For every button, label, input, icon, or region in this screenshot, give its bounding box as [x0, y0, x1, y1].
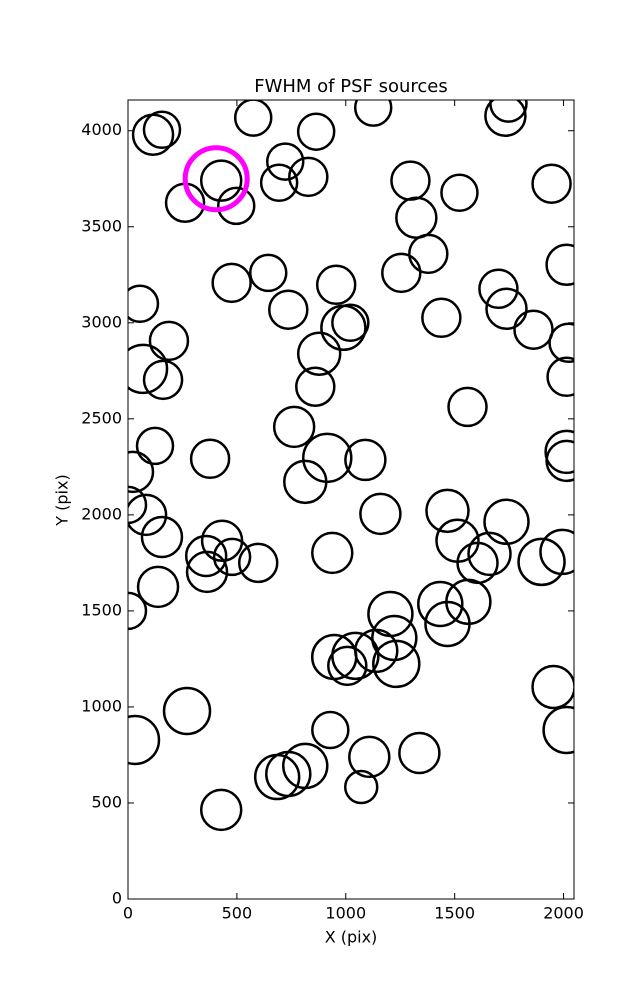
source-circle: [182, 145, 250, 213]
source-circle: [315, 264, 357, 306]
source-circle: [320, 304, 367, 352]
source-circle: [142, 110, 182, 150]
source-circle: [272, 405, 316, 449]
source-circle: [296, 331, 342, 376]
source-circle: [135, 426, 175, 466]
y-tick-label: 4000: [81, 120, 122, 139]
source-circle: [478, 268, 519, 310]
source-circle: [216, 186, 256, 226]
source-circle: [128, 485, 148, 525]
source-circle: [353, 100, 393, 127]
chart-title: FWHM of PSF sources: [254, 76, 448, 97]
source-circle: [128, 343, 169, 395]
source-circle: [344, 438, 387, 482]
source-circle: [348, 735, 391, 779]
source-circle: [531, 664, 574, 710]
source-circle: [199, 159, 243, 202]
y-tick-label: 2500: [81, 408, 122, 427]
source-circle: [199, 788, 243, 832]
source-circle: [548, 322, 574, 364]
source-circle: [483, 498, 530, 546]
source-circle: [484, 100, 527, 137]
source-circle: [185, 550, 229, 594]
source-circle: [128, 493, 168, 537]
source-circle: [513, 309, 554, 350]
source-circle: [302, 432, 353, 484]
x-tick-label: 1500: [434, 904, 475, 923]
source-circle: [517, 537, 566, 587]
x-axis-label: X (pix): [325, 928, 378, 947]
source-circle: [310, 633, 358, 681]
source-circle: [288, 156, 329, 198]
source-circle: [128, 714, 161, 766]
source-circle: [296, 112, 336, 151]
source-circle: [398, 731, 441, 775]
source-circle: [311, 710, 350, 750]
x-tick-label: 1000: [325, 904, 366, 923]
source-circle: [140, 515, 184, 559]
source-circle: [136, 565, 180, 609]
source-circle: [233, 100, 273, 137]
x-tick-label: 0: [123, 904, 133, 923]
source-circle: [131, 113, 175, 157]
source-circle: [128, 450, 155, 494]
y-axis-label: Y (pix): [53, 474, 72, 526]
source-circle: [331, 303, 370, 343]
source-circle: [148, 320, 190, 362]
plot-area: [128, 100, 574, 832]
y-tick-label: 3000: [81, 312, 122, 331]
source-circle: [327, 645, 368, 687]
source-circle: [282, 742, 329, 790]
source-circle: [485, 287, 528, 331]
source-circle: [381, 252, 422, 294]
y-tick-label: 1000: [81, 696, 122, 715]
y-tick-label: 0: [112, 889, 122, 908]
source-circle: [295, 366, 336, 408]
y-tick-label: 1500: [81, 600, 122, 619]
source-circle: [531, 163, 572, 204]
source-circle: [539, 528, 574, 576]
source-circle: [128, 284, 160, 324]
source-circle: [265, 142, 305, 181]
source-circle: [467, 531, 512, 577]
source-circle: [545, 243, 574, 287]
source-circle: [259, 163, 299, 203]
plot-frame: [127, 99, 575, 900]
source-circle: [211, 262, 252, 304]
source-circle: [390, 160, 431, 201]
x-tick-label: 500: [222, 904, 253, 923]
source-circle: [142, 359, 184, 401]
y-tick-label: 500: [91, 792, 122, 811]
source-circle: [408, 233, 449, 275]
source-circle: [311, 531, 354, 575]
source-circle: [343, 769, 379, 805]
source-circle: [212, 537, 252, 577]
y-tick-label: 2000: [81, 504, 122, 523]
source-circle: [372, 639, 421, 689]
source-circle: [162, 686, 212, 736]
source-circle: [417, 580, 464, 628]
y-tick-label: 3500: [81, 216, 122, 235]
x-tick-label: 2000: [543, 904, 584, 923]
source-circle: [545, 439, 574, 483]
source-circle: [359, 492, 402, 536]
source-circle: [440, 173, 479, 213]
source-circle: [395, 196, 438, 239]
source-circle: [237, 542, 279, 584]
source-circle: [253, 753, 301, 801]
source-circle: [544, 429, 574, 475]
source-circle: [189, 438, 231, 480]
source-circle: [447, 386, 488, 428]
source-circle: [424, 600, 471, 648]
source-circle: [425, 488, 470, 534]
source-circle: [283, 459, 328, 505]
source-circle: [184, 534, 228, 578]
source-circle: [268, 289, 309, 330]
source-circle: [546, 356, 574, 398]
source-circle: [421, 297, 462, 339]
source-circle: [128, 591, 148, 631]
source-circle: [248, 253, 288, 293]
source-circle: [542, 705, 574, 755]
